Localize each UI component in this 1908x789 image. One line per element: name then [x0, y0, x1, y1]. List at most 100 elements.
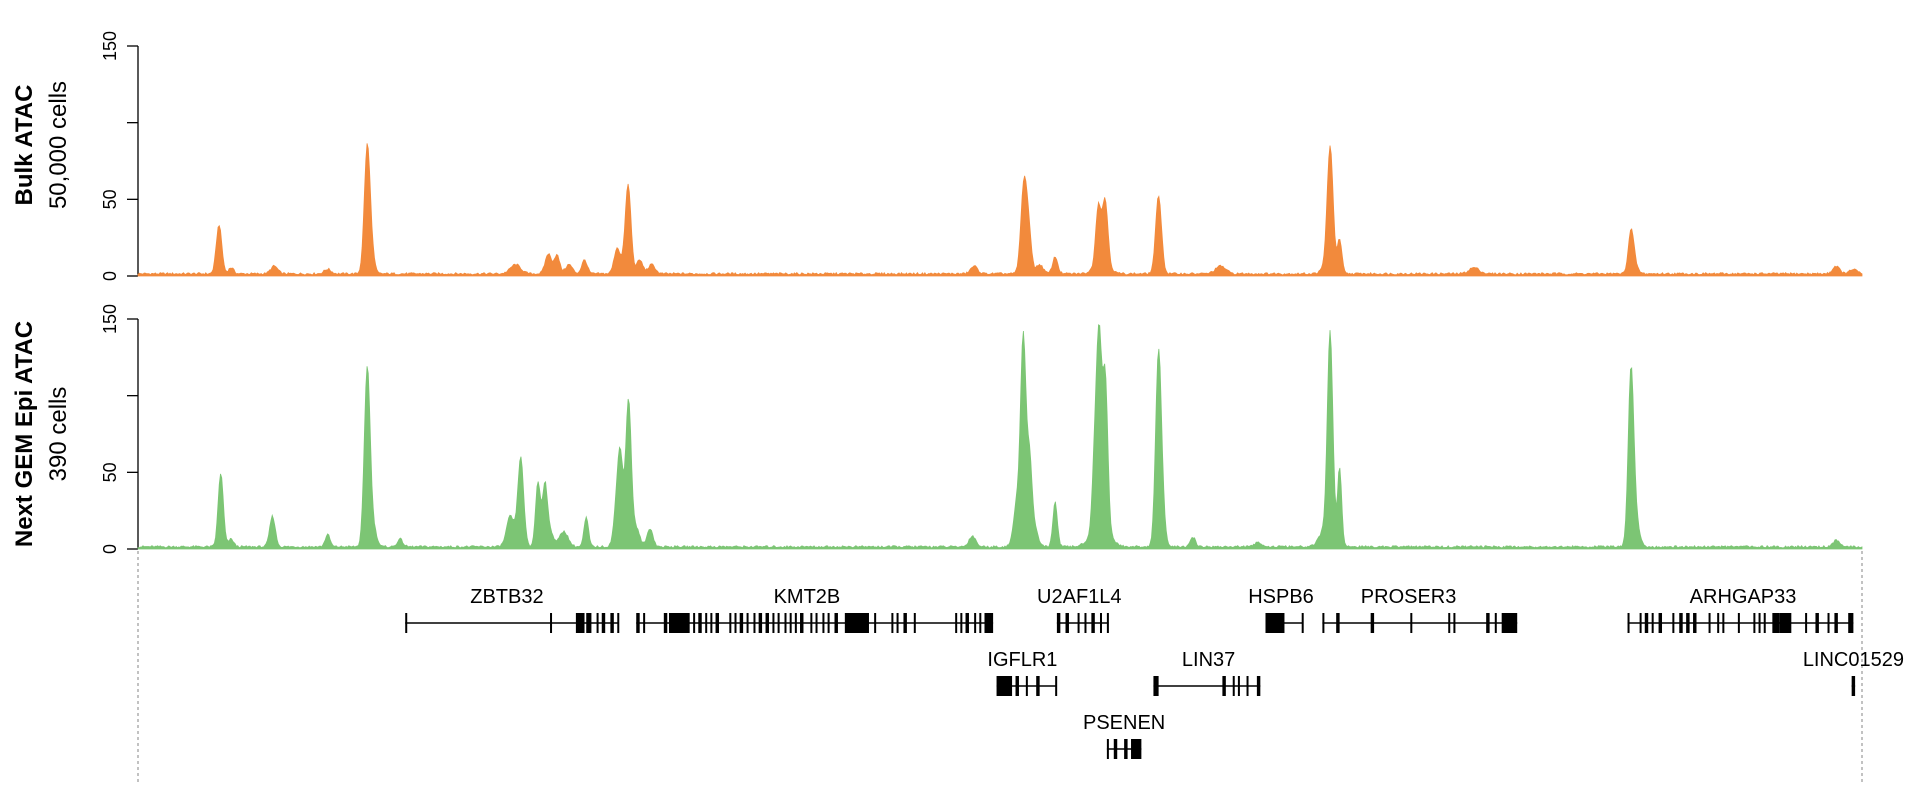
gene-exon	[1753, 613, 1756, 633]
gene-exon	[1237, 676, 1240, 696]
gene-exon	[1370, 613, 1375, 633]
gene-exon	[891, 613, 894, 633]
gene-exon	[739, 613, 744, 633]
gene-exon	[1693, 613, 1697, 633]
gene-linc01529: LINC01529	[1803, 649, 1904, 696]
gene-exon	[1717, 613, 1720, 633]
gene-exon	[1722, 613, 1725, 633]
gene-exon	[960, 613, 963, 633]
gene-exon	[913, 613, 916, 633]
gene-exon	[1758, 613, 1761, 633]
gene-exon	[758, 613, 763, 633]
gene-exon	[827, 613, 830, 633]
gene-exon	[1651, 613, 1654, 633]
gene-proser3: PROSER3	[1322, 586, 1518, 633]
gene-exon	[668, 613, 690, 633]
gene-label: HSPB6	[1248, 586, 1314, 608]
gene-exon	[1679, 613, 1683, 633]
gene-exon	[1827, 613, 1830, 633]
gene-exon	[1036, 676, 1040, 696]
gene-igflr1: IGFLR1	[987, 649, 1057, 696]
epi-atac-cell-count: 390 cells	[45, 387, 72, 482]
gene-annotation-panel: ZBTB32 KMT2B U2AF1L4 HSPB6 PROSER3 ARHGAP33 IG…	[137, 551, 1904, 784]
gene-label: KMT2B	[774, 586, 841, 608]
gene-exon	[784, 613, 787, 633]
bulk-atac-y-ticks: 0 50 150	[100, 31, 138, 281]
gene-exon	[822, 613, 825, 633]
gene-exon	[575, 613, 585, 633]
gene-exon	[729, 613, 732, 633]
gene-exon	[1851, 676, 1856, 696]
bulk-atac-tick-label: 0	[100, 271, 120, 281]
gene-label: ZBTB32	[470, 586, 543, 608]
gene-exon	[1627, 613, 1630, 633]
gene-exon	[705, 613, 708, 633]
gene-exon	[1084, 613, 1087, 633]
gene-exon	[1644, 613, 1649, 633]
gene-exon	[586, 613, 592, 633]
epi-atac-signal-area	[137, 324, 1863, 550]
bulk-atac-signal-area	[137, 143, 1863, 277]
gene-label: LINC01529	[1803, 649, 1904, 671]
gene-exon	[1686, 613, 1690, 633]
gene-exon	[1708, 613, 1711, 633]
gene-exon	[1737, 613, 1740, 633]
gene-exon	[1301, 613, 1304, 633]
gene-exon	[1025, 676, 1028, 696]
gene-label: PROSER3	[1361, 586, 1457, 608]
gene-exon	[753, 613, 756, 633]
gene-exon	[734, 613, 737, 633]
gene-psenen: PSENEN	[1083, 712, 1165, 759]
gene-exon	[1265, 613, 1285, 633]
gene-exon	[405, 613, 408, 633]
gene-exon	[1065, 613, 1069, 633]
gene-exon	[815, 613, 818, 633]
gene-exon	[1805, 613, 1808, 633]
gene-exon	[810, 613, 813, 633]
gene-kmt2b: KMT2B	[636, 586, 994, 633]
gene-exon	[1222, 676, 1226, 696]
gene-zbtb32: ZBTB32	[405, 586, 620, 633]
gene-exon	[955, 613, 958, 633]
gene-exon	[698, 613, 702, 633]
gene-exon	[610, 613, 614, 633]
gene-exon	[1091, 613, 1095, 633]
gene-models: ZBTB32 KMT2B U2AF1L4 HSPB6 PROSER3 ARHGAP33 IG…	[405, 586, 1904, 759]
gene-exon	[601, 613, 606, 633]
gene-exon	[800, 613, 804, 633]
gene-exon	[903, 613, 907, 633]
gene-u2af1l4: U2AF1L4	[1037, 586, 1122, 633]
gene-exon	[1131, 739, 1142, 759]
gene-label: LIN37	[1182, 649, 1235, 671]
gene-exon	[1834, 613, 1838, 633]
gene-exon	[715, 613, 719, 633]
gene-exon	[1336, 613, 1340, 633]
gene-exon	[1779, 613, 1792, 633]
gene-exon	[643, 613, 646, 633]
gene-exon	[663, 613, 668, 633]
gene-exon	[1056, 613, 1061, 633]
epi-atac-y-ticks: 0 50 150	[100, 304, 138, 554]
gene-exon	[844, 613, 869, 633]
gene-exon	[874, 613, 877, 633]
gene-exon	[1410, 613, 1413, 633]
gene-exon	[1848, 613, 1854, 633]
gene-exon	[1815, 613, 1819, 633]
gene-exon	[1322, 613, 1325, 633]
gene-exon	[1453, 613, 1456, 633]
gene-exon	[636, 613, 640, 633]
gene-exon	[772, 613, 775, 633]
gene-exon	[1113, 739, 1118, 759]
gene-label: ARHGAP33	[1690, 586, 1797, 608]
bulk-atac-title: Bulk ATAC	[11, 85, 38, 206]
gene-exon	[550, 613, 553, 633]
bulk-atac-tick-label: 150	[100, 31, 120, 61]
gene-exon	[1124, 739, 1128, 759]
gene-exon	[1763, 613, 1766, 633]
gene-exon	[834, 613, 838, 633]
gene-exon	[765, 613, 769, 633]
gene-exon	[789, 613, 792, 633]
gene-exon	[1448, 613, 1451, 633]
epi-atac-tick-label: 150	[100, 304, 120, 334]
